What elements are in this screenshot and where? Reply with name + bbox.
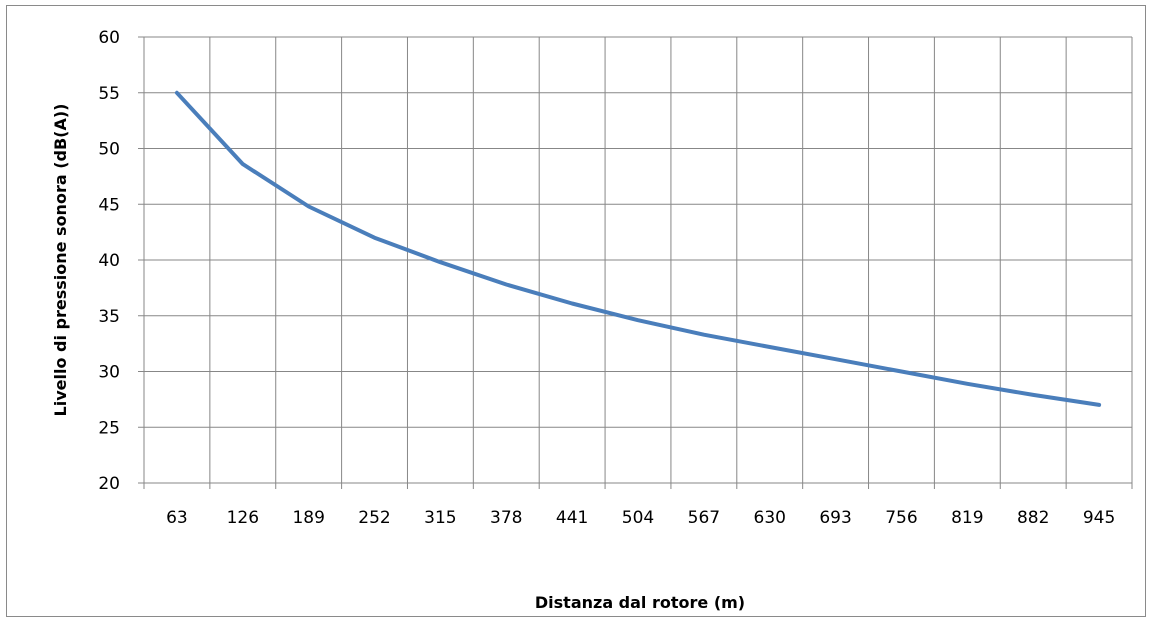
- x-tick-label: 63: [166, 508, 188, 528]
- y-tick-label: 40: [98, 251, 120, 271]
- x-tick-label: 630: [754, 508, 786, 528]
- x-axis-title: Distanza dal rotore (m): [535, 593, 745, 612]
- x-tick-label: 504: [622, 508, 654, 528]
- y-tick-label: 55: [98, 84, 120, 104]
- y-tick-label: 35: [98, 307, 120, 327]
- x-tick-label: 945: [1083, 508, 1115, 528]
- x-tick-label: 252: [358, 508, 390, 528]
- x-tick-label: 441: [556, 508, 588, 528]
- series-layer: [174, 90, 1102, 407]
- x-tick-label: 126: [227, 508, 259, 528]
- x-tick-label: 378: [490, 508, 522, 528]
- y-tick-label: 50: [98, 140, 120, 160]
- x-tick-label: 882: [1017, 508, 1049, 528]
- tick-labels: 20 25 30 35 40 45 50 55 60 63 126 189 252 315 378 441 50…: [98, 28, 1115, 528]
- y-tick-label: 30: [98, 363, 120, 383]
- x-tick-label: 693: [819, 508, 851, 528]
- x-tick-label: 567: [688, 508, 720, 528]
- x-tick-label: 819: [951, 508, 983, 528]
- series-line: [174, 90, 1102, 407]
- gridlines: [144, 36, 1133, 484]
- y-tick-label: 60: [98, 28, 120, 48]
- y-tick-label: 20: [98, 474, 120, 494]
- y-tick-label: 25: [98, 418, 120, 438]
- axes: [138, 36, 1133, 489]
- x-tick-label: 189: [292, 508, 324, 528]
- chart-frame: [6, 5, 1146, 617]
- y-tick-label: 45: [98, 195, 120, 215]
- x-tick-label: 315: [424, 508, 456, 528]
- y-axis-title: Livello di pressione sonora (dB(A)): [51, 104, 70, 417]
- x-tick-label: 756: [885, 508, 917, 528]
